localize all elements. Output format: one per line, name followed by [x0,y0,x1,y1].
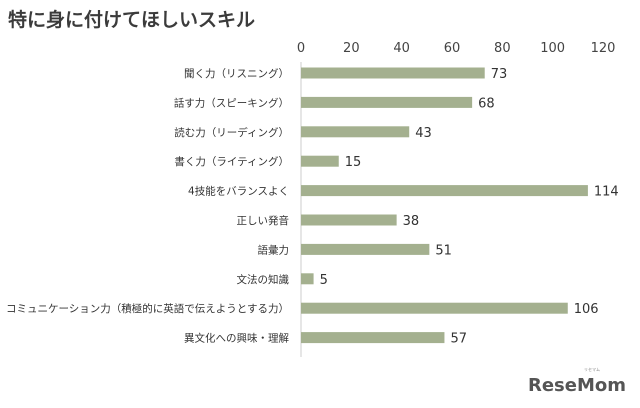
x-axis-ticks: 0 20 40 60 80 100 120 [297,41,616,56]
category-label: 語彙力 [258,243,290,256]
value-labels: 73 68 43 15 114 38 51 5 106 57 [320,67,619,347]
value-label: 51 [435,243,452,258]
value-label: 43 [415,126,432,141]
bar [301,67,485,79]
bar [301,214,397,226]
bar [301,155,339,167]
category-label: 書く力（ライティング） [174,155,289,168]
bar [301,332,445,344]
category-label: 正しい発音 [237,214,290,227]
chart-title: 特に身に付けてほしいスキル [8,8,255,31]
category-label: コミュニケーション力（積極的に英語で伝えようとする力） [6,302,289,315]
category-label: 4技能をバランスよく [188,185,289,198]
bars-group [301,67,588,344]
x-tick-label: 20 [343,41,360,56]
bar [301,126,410,138]
category-labels: 聞く力（リスニング） 話す力（スピーキング） 読む力（リーディング） 書く力（ライティ… [6,67,289,345]
bar [301,243,430,255]
x-tick-label: 120 [591,41,616,56]
x-tick-label: 100 [540,41,565,56]
value-label: 5 [320,273,328,288]
category-label: 話す力（スピーキング） [174,96,289,109]
value-label: 73 [491,67,508,82]
bar [301,96,473,108]
category-label: 文法の知識 [237,273,290,286]
x-tick-label: 60 [444,41,461,56]
logo-text: ReseMom [528,375,626,396]
value-label: 106 [574,302,599,317]
value-label: 57 [450,332,467,347]
x-tick-label: 80 [494,41,511,56]
value-label: 68 [478,96,495,111]
value-label: 38 [403,214,420,229]
x-tick-label: 0 [297,41,305,56]
category-label: 異文化への興味・理解 [184,332,289,345]
logo-subtext: リセマム [584,367,600,372]
bar [301,302,568,314]
resemom-logo: ReseMom リセマム [528,367,626,396]
category-label: 読む力（リーディング） [174,126,289,139]
bar [301,273,314,285]
x-tick-label: 40 [393,41,410,56]
value-label: 15 [345,155,362,170]
category-label: 聞く力（リスニング） [184,67,289,80]
value-label: 114 [594,185,619,200]
bar [301,185,588,197]
